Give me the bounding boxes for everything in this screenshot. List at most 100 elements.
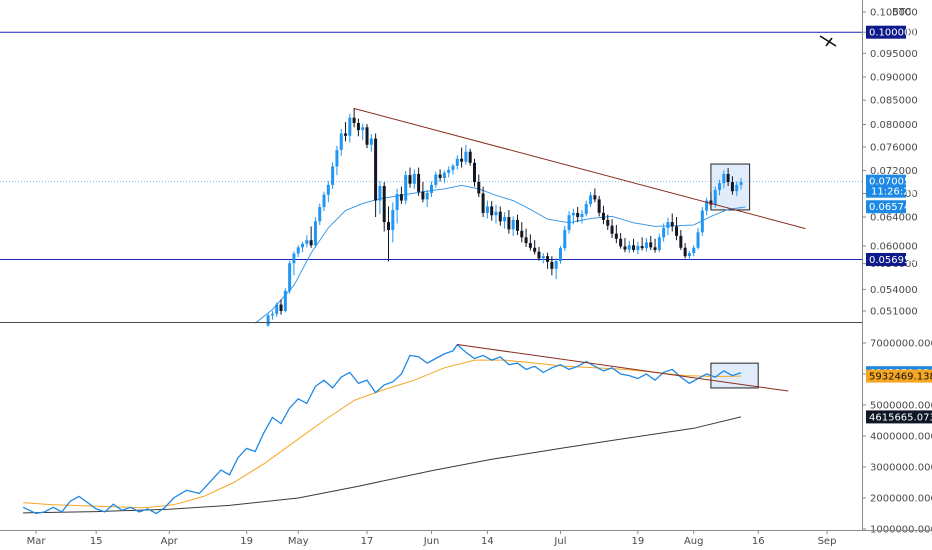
price-tick-label: 0.064000 [870,213,918,224]
candle-body [593,195,597,200]
candle-body [696,232,700,248]
candle [623,238,627,253]
candle-body [550,261,554,269]
candle [619,232,623,249]
candle [610,219,614,239]
candle [356,118,360,137]
candle [472,158,476,187]
candle-body [563,230,567,249]
candle-body [666,222,670,228]
candle-body [404,175,408,201]
candle-body [739,182,743,185]
candle-body [537,251,541,259]
candle-body [554,261,558,269]
candle [632,238,636,253]
candle-body [331,166,335,185]
candle-body [692,247,696,254]
series-line-obv [22,343,742,515]
candle-body [468,151,472,163]
candle-body [632,245,636,250]
ma-tag-label: 0.065746 [869,202,917,213]
candle-body [541,256,545,259]
candle-body [361,127,365,131]
candle [490,201,494,221]
candle-body [339,133,343,150]
candle-body [391,209,395,231]
time-tick-label: Aug [684,536,704,547]
candle [735,181,739,196]
candle [339,129,343,156]
candle-body [442,172,446,178]
close-cross-icon[interactable] [819,35,837,47]
candle [498,206,502,226]
candle [296,245,300,258]
candle [481,186,485,217]
candle-body [670,222,674,227]
candle-body [503,217,507,222]
candle [679,230,683,250]
candle-body [301,243,305,248]
candle [601,205,605,225]
time-tick-label: Apr [161,536,179,547]
candle [584,200,588,217]
candle-body [601,212,605,220]
time-tick-label: 14 [481,536,494,547]
candle-body [515,219,519,231]
candle [649,235,653,250]
time-tick-label: Jul [553,536,566,547]
price-tick-label: 0.095000 [870,49,918,60]
candle [322,191,326,212]
candle [468,148,472,166]
candle-body [584,204,588,215]
candle-body [275,304,279,314]
candle-body [455,158,459,166]
candle-body [520,230,524,238]
candle-body [627,245,631,250]
candle [606,214,610,231]
candle [614,224,618,244]
candle [520,222,524,243]
candle [571,208,575,225]
candle [434,171,438,188]
candle [507,209,511,234]
candle [550,256,554,276]
candle-body [374,138,378,201]
candle-body [709,200,713,205]
candle-body [494,211,498,216]
candle [494,204,498,224]
candle-body [344,133,348,136]
candle [305,235,309,248]
candle-body [610,225,614,234]
indicator-trendline-line [457,344,789,392]
price-tick-label: 0.090000 [870,73,918,84]
candle [709,191,713,209]
time-tick-label: Sep [818,536,837,547]
price-tick-label: 0.054000 [870,285,918,296]
candle [662,223,666,242]
indicator-trendline [457,344,789,392]
candle [511,216,515,236]
candle [275,302,279,317]
candle-body [326,184,330,195]
candle [387,206,391,262]
candle [657,233,661,253]
candle-body [662,227,666,238]
candle [558,246,562,264]
candle-body [335,149,339,167]
time-tick-labels: Mar 15 Apr 19 May 17 Jun 14 Jul 19 Aug 16 Sep [27,530,837,547]
time-axis[interactable]: Mar 15 Apr 19 May 17 Jun 14 Jul 19 Aug 16 Sep [0,530,932,547]
candle [576,207,580,223]
candle-body [305,240,309,244]
candle-body [606,219,610,226]
candle [348,113,352,143]
level-tag-label: 0.100000 [869,28,917,39]
candle [374,133,378,217]
candle-body [623,246,627,250]
candle [687,250,691,261]
candle [292,251,296,276]
time-tick-label: Jun [423,536,440,547]
candle-body [472,162,476,182]
candle [447,166,451,178]
price-axis[interactable]: BTC 0.105000 0.100000 0.095000 0.090000 0.08… [862,0,932,536]
